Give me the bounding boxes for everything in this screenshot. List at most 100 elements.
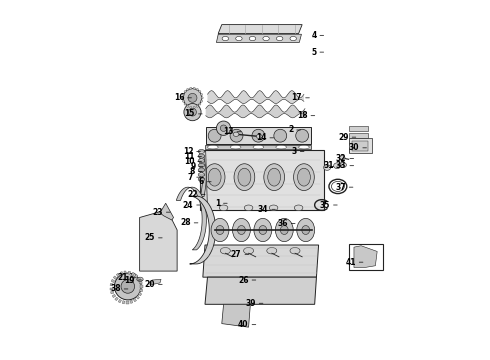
Ellipse shape <box>196 89 198 91</box>
Text: 19: 19 <box>124 275 135 284</box>
Text: 37: 37 <box>335 183 346 192</box>
Bar <box>348 147 368 152</box>
Ellipse shape <box>339 156 345 160</box>
Ellipse shape <box>264 164 285 190</box>
Ellipse shape <box>268 168 281 186</box>
Ellipse shape <box>115 273 141 300</box>
Text: 32: 32 <box>336 154 346 163</box>
Bar <box>110 288 113 290</box>
Bar <box>140 285 143 288</box>
Bar <box>139 281 142 284</box>
Ellipse shape <box>263 36 270 41</box>
Ellipse shape <box>220 205 228 211</box>
Ellipse shape <box>238 226 245 234</box>
Ellipse shape <box>190 87 192 89</box>
Ellipse shape <box>201 97 203 99</box>
Polygon shape <box>176 187 206 250</box>
Ellipse shape <box>200 100 203 102</box>
Polygon shape <box>200 150 323 210</box>
Bar <box>348 126 368 131</box>
Ellipse shape <box>184 91 186 93</box>
Polygon shape <box>140 211 177 271</box>
Text: 33: 33 <box>336 161 346 170</box>
Text: 14: 14 <box>256 133 267 142</box>
Text: 17: 17 <box>292 93 302 102</box>
Text: 2: 2 <box>288 126 293 135</box>
Bar <box>133 298 137 302</box>
Ellipse shape <box>222 36 228 41</box>
Polygon shape <box>217 34 301 42</box>
Bar <box>111 279 115 283</box>
Ellipse shape <box>323 165 331 170</box>
Polygon shape <box>206 127 311 144</box>
Bar <box>110 283 113 286</box>
Bar <box>126 301 128 304</box>
Ellipse shape <box>244 248 253 254</box>
Ellipse shape <box>254 219 272 242</box>
Text: 30: 30 <box>349 143 359 152</box>
Ellipse shape <box>208 129 221 142</box>
Bar <box>348 244 383 270</box>
Ellipse shape <box>297 168 310 186</box>
Text: 25: 25 <box>145 233 155 242</box>
Text: 18: 18 <box>297 111 308 120</box>
Ellipse shape <box>297 219 315 242</box>
Bar <box>348 133 368 138</box>
Text: 39: 39 <box>245 299 256 308</box>
Ellipse shape <box>294 205 303 211</box>
Polygon shape <box>354 246 377 267</box>
Bar <box>118 299 122 303</box>
Bar <box>111 291 114 294</box>
Bar <box>348 138 372 153</box>
Bar <box>113 276 117 279</box>
Ellipse shape <box>220 125 227 131</box>
Polygon shape <box>160 203 173 220</box>
Ellipse shape <box>296 129 309 142</box>
Ellipse shape <box>196 105 198 107</box>
Ellipse shape <box>137 277 143 282</box>
Ellipse shape <box>198 163 205 167</box>
Polygon shape <box>218 24 302 33</box>
Text: 41: 41 <box>345 258 356 267</box>
Ellipse shape <box>184 104 201 121</box>
Text: 20: 20 <box>145 280 155 289</box>
Ellipse shape <box>199 91 201 93</box>
Ellipse shape <box>276 36 283 41</box>
Ellipse shape <box>290 36 296 41</box>
Ellipse shape <box>259 226 267 234</box>
Ellipse shape <box>190 106 192 108</box>
Ellipse shape <box>232 219 250 242</box>
Bar <box>131 272 135 276</box>
Ellipse shape <box>211 219 229 242</box>
Text: 40: 40 <box>238 320 248 329</box>
Ellipse shape <box>290 248 300 254</box>
Ellipse shape <box>193 106 195 108</box>
Ellipse shape <box>182 97 184 99</box>
Ellipse shape <box>198 159 205 163</box>
Ellipse shape <box>198 173 205 177</box>
Bar <box>138 292 142 296</box>
Ellipse shape <box>233 132 239 136</box>
Ellipse shape <box>198 177 205 181</box>
Text: 21: 21 <box>117 273 128 282</box>
Text: 38: 38 <box>110 284 121 293</box>
Text: 22: 22 <box>187 190 198 199</box>
Text: 1: 1 <box>215 199 220 208</box>
Ellipse shape <box>216 226 224 234</box>
Ellipse shape <box>182 100 185 102</box>
Ellipse shape <box>220 248 230 254</box>
Polygon shape <box>205 277 317 304</box>
Ellipse shape <box>253 145 264 149</box>
Text: 8: 8 <box>190 167 195 176</box>
Text: 24: 24 <box>183 201 193 210</box>
Text: 27: 27 <box>231 250 242 259</box>
Ellipse shape <box>230 129 243 142</box>
Ellipse shape <box>182 94 185 96</box>
Bar <box>134 274 138 278</box>
Bar <box>348 140 368 145</box>
Ellipse shape <box>204 164 225 190</box>
Polygon shape <box>203 245 318 277</box>
Ellipse shape <box>275 219 293 242</box>
Ellipse shape <box>234 164 255 190</box>
Text: 23: 23 <box>152 208 163 217</box>
